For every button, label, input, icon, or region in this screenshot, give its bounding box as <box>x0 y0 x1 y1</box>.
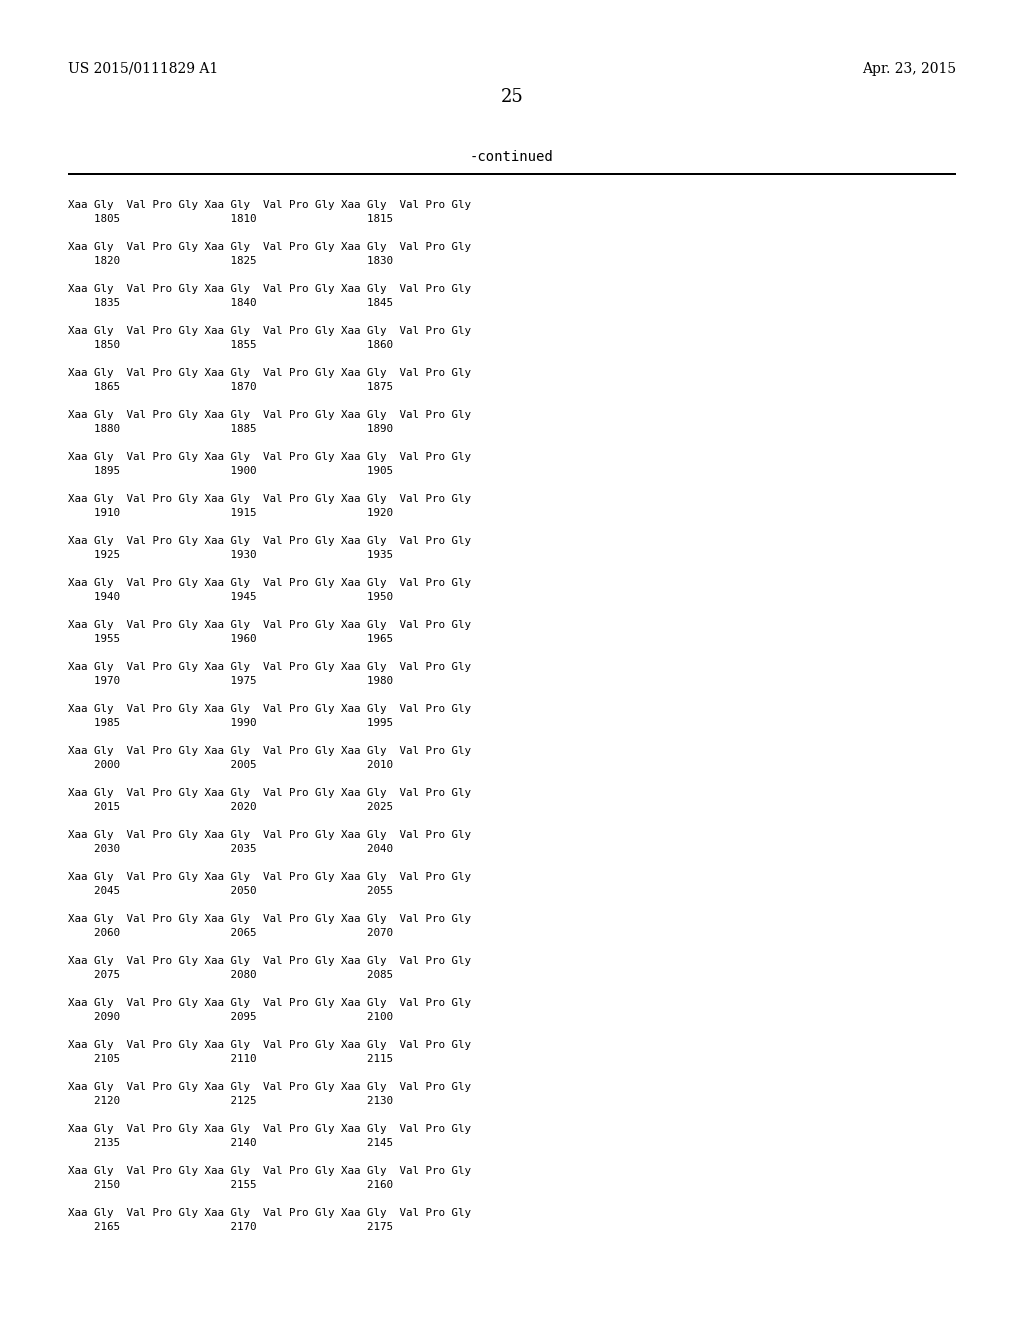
Text: 2060                 2065                 2070: 2060 2065 2070 <box>68 928 393 939</box>
Text: -continued: -continued <box>470 150 554 164</box>
Text: 1970                 1975                 1980: 1970 1975 1980 <box>68 676 393 686</box>
Text: 1895                 1900                 1905: 1895 1900 1905 <box>68 466 393 477</box>
Text: Xaa Gly  Val Pro Gly Xaa Gly  Val Pro Gly Xaa Gly  Val Pro Gly: Xaa Gly Val Pro Gly Xaa Gly Val Pro Gly … <box>68 201 471 210</box>
Text: Xaa Gly  Val Pro Gly Xaa Gly  Val Pro Gly Xaa Gly  Val Pro Gly: Xaa Gly Val Pro Gly Xaa Gly Val Pro Gly … <box>68 873 471 882</box>
Text: 2030                 2035                 2040: 2030 2035 2040 <box>68 843 393 854</box>
Text: 2150                 2155                 2160: 2150 2155 2160 <box>68 1180 393 1191</box>
Text: 1880                 1885                 1890: 1880 1885 1890 <box>68 424 393 434</box>
Text: 2090                 2095                 2100: 2090 2095 2100 <box>68 1012 393 1022</box>
Text: Apr. 23, 2015: Apr. 23, 2015 <box>862 62 956 77</box>
Text: Xaa Gly  Val Pro Gly Xaa Gly  Val Pro Gly Xaa Gly  Val Pro Gly: Xaa Gly Val Pro Gly Xaa Gly Val Pro Gly … <box>68 1082 471 1092</box>
Text: Xaa Gly  Val Pro Gly Xaa Gly  Val Pro Gly Xaa Gly  Val Pro Gly: Xaa Gly Val Pro Gly Xaa Gly Val Pro Gly … <box>68 704 471 714</box>
Text: Xaa Gly  Val Pro Gly Xaa Gly  Val Pro Gly Xaa Gly  Val Pro Gly: Xaa Gly Val Pro Gly Xaa Gly Val Pro Gly … <box>68 1125 471 1134</box>
Text: Xaa Gly  Val Pro Gly Xaa Gly  Val Pro Gly Xaa Gly  Val Pro Gly: Xaa Gly Val Pro Gly Xaa Gly Val Pro Gly … <box>68 1208 471 1218</box>
Text: Xaa Gly  Val Pro Gly Xaa Gly  Val Pro Gly Xaa Gly  Val Pro Gly: Xaa Gly Val Pro Gly Xaa Gly Val Pro Gly … <box>68 788 471 799</box>
Text: Xaa Gly  Val Pro Gly Xaa Gly  Val Pro Gly Xaa Gly  Val Pro Gly: Xaa Gly Val Pro Gly Xaa Gly Val Pro Gly … <box>68 956 471 966</box>
Text: Xaa Gly  Val Pro Gly Xaa Gly  Val Pro Gly Xaa Gly  Val Pro Gly: Xaa Gly Val Pro Gly Xaa Gly Val Pro Gly … <box>68 494 471 504</box>
Text: Xaa Gly  Val Pro Gly Xaa Gly  Val Pro Gly Xaa Gly  Val Pro Gly: Xaa Gly Val Pro Gly Xaa Gly Val Pro Gly … <box>68 411 471 420</box>
Text: 1910                 1915                 1920: 1910 1915 1920 <box>68 508 393 517</box>
Text: Xaa Gly  Val Pro Gly Xaa Gly  Val Pro Gly Xaa Gly  Val Pro Gly: Xaa Gly Val Pro Gly Xaa Gly Val Pro Gly … <box>68 242 471 252</box>
Text: Xaa Gly  Val Pro Gly Xaa Gly  Val Pro Gly Xaa Gly  Val Pro Gly: Xaa Gly Val Pro Gly Xaa Gly Val Pro Gly … <box>68 536 471 546</box>
Text: 1955                 1960                 1965: 1955 1960 1965 <box>68 634 393 644</box>
Text: 2165                 2170                 2175: 2165 2170 2175 <box>68 1222 393 1232</box>
Text: 1820                 1825                 1830: 1820 1825 1830 <box>68 256 393 267</box>
Text: 2135                 2140                 2145: 2135 2140 2145 <box>68 1138 393 1148</box>
Text: Xaa Gly  Val Pro Gly Xaa Gly  Val Pro Gly Xaa Gly  Val Pro Gly: Xaa Gly Val Pro Gly Xaa Gly Val Pro Gly … <box>68 1040 471 1049</box>
Text: 1835                 1840                 1845: 1835 1840 1845 <box>68 298 393 308</box>
Text: Xaa Gly  Val Pro Gly Xaa Gly  Val Pro Gly Xaa Gly  Val Pro Gly: Xaa Gly Val Pro Gly Xaa Gly Val Pro Gly … <box>68 746 471 756</box>
Text: 2105                 2110                 2115: 2105 2110 2115 <box>68 1053 393 1064</box>
Text: Xaa Gly  Val Pro Gly Xaa Gly  Val Pro Gly Xaa Gly  Val Pro Gly: Xaa Gly Val Pro Gly Xaa Gly Val Pro Gly … <box>68 1166 471 1176</box>
Text: Xaa Gly  Val Pro Gly Xaa Gly  Val Pro Gly Xaa Gly  Val Pro Gly: Xaa Gly Val Pro Gly Xaa Gly Val Pro Gly … <box>68 620 471 630</box>
Text: 1925                 1930                 1935: 1925 1930 1935 <box>68 550 393 560</box>
Text: 1985                 1990                 1995: 1985 1990 1995 <box>68 718 393 729</box>
Text: 2000                 2005                 2010: 2000 2005 2010 <box>68 760 393 770</box>
Text: 1940                 1945                 1950: 1940 1945 1950 <box>68 591 393 602</box>
Text: Xaa Gly  Val Pro Gly Xaa Gly  Val Pro Gly Xaa Gly  Val Pro Gly: Xaa Gly Val Pro Gly Xaa Gly Val Pro Gly … <box>68 451 471 462</box>
Text: Xaa Gly  Val Pro Gly Xaa Gly  Val Pro Gly Xaa Gly  Val Pro Gly: Xaa Gly Val Pro Gly Xaa Gly Val Pro Gly … <box>68 326 471 337</box>
Text: Xaa Gly  Val Pro Gly Xaa Gly  Val Pro Gly Xaa Gly  Val Pro Gly: Xaa Gly Val Pro Gly Xaa Gly Val Pro Gly … <box>68 284 471 294</box>
Text: 2015                 2020                 2025: 2015 2020 2025 <box>68 803 393 812</box>
Text: US 2015/0111829 A1: US 2015/0111829 A1 <box>68 62 218 77</box>
Text: 2045                 2050                 2055: 2045 2050 2055 <box>68 886 393 896</box>
Text: 1865                 1870                 1875: 1865 1870 1875 <box>68 381 393 392</box>
Text: Xaa Gly  Val Pro Gly Xaa Gly  Val Pro Gly Xaa Gly  Val Pro Gly: Xaa Gly Val Pro Gly Xaa Gly Val Pro Gly … <box>68 830 471 840</box>
Text: Xaa Gly  Val Pro Gly Xaa Gly  Val Pro Gly Xaa Gly  Val Pro Gly: Xaa Gly Val Pro Gly Xaa Gly Val Pro Gly … <box>68 368 471 378</box>
Text: 1805                 1810                 1815: 1805 1810 1815 <box>68 214 393 224</box>
Text: Xaa Gly  Val Pro Gly Xaa Gly  Val Pro Gly Xaa Gly  Val Pro Gly: Xaa Gly Val Pro Gly Xaa Gly Val Pro Gly … <box>68 663 471 672</box>
Text: Xaa Gly  Val Pro Gly Xaa Gly  Val Pro Gly Xaa Gly  Val Pro Gly: Xaa Gly Val Pro Gly Xaa Gly Val Pro Gly … <box>68 578 471 587</box>
Text: 1850                 1855                 1860: 1850 1855 1860 <box>68 341 393 350</box>
Text: 25: 25 <box>501 88 523 106</box>
Text: 2075                 2080                 2085: 2075 2080 2085 <box>68 970 393 979</box>
Text: Xaa Gly  Val Pro Gly Xaa Gly  Val Pro Gly Xaa Gly  Val Pro Gly: Xaa Gly Val Pro Gly Xaa Gly Val Pro Gly … <box>68 998 471 1008</box>
Text: Xaa Gly  Val Pro Gly Xaa Gly  Val Pro Gly Xaa Gly  Val Pro Gly: Xaa Gly Val Pro Gly Xaa Gly Val Pro Gly … <box>68 913 471 924</box>
Text: 2120                 2125                 2130: 2120 2125 2130 <box>68 1096 393 1106</box>
